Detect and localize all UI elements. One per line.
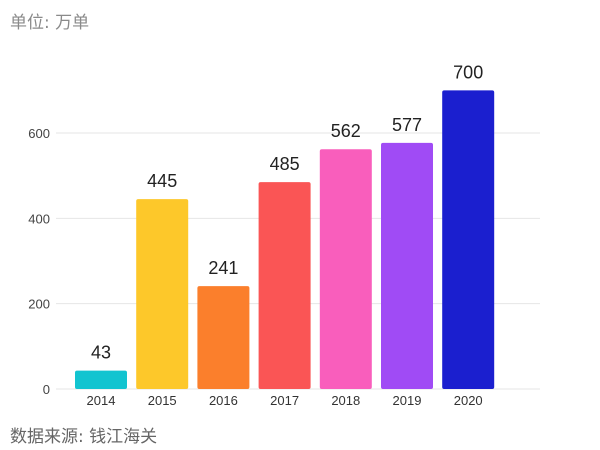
unit-label: 单位: 万单 xyxy=(10,13,90,33)
x-tick-label: 2017 xyxy=(270,393,299,408)
data-label: 43 xyxy=(91,343,111,363)
x-tick-label: 2016 xyxy=(209,393,238,408)
y-tick-label: 200 xyxy=(28,297,50,312)
x-tick-label: 2019 xyxy=(393,393,422,408)
data-source: 数据来源: 钱江海关 xyxy=(10,427,158,447)
bar-2017 xyxy=(258,182,311,389)
bar-2015 xyxy=(136,199,189,389)
data-label: 445 xyxy=(147,171,177,191)
data-label: 241 xyxy=(208,258,238,278)
bar-2019 xyxy=(381,142,433,389)
data-label: 577 xyxy=(392,115,422,135)
data-label: 485 xyxy=(270,154,300,174)
bar-2018 xyxy=(319,149,372,389)
x-tick-label: 2014 xyxy=(87,393,116,408)
data-label: 562 xyxy=(331,121,361,141)
x-tick-label: 2015 xyxy=(148,393,177,408)
y-tick-label: 400 xyxy=(28,211,50,226)
y-tick-label: 600 xyxy=(28,126,50,141)
x-tick-label: 2020 xyxy=(454,393,483,408)
bar-2020 xyxy=(442,90,495,389)
bar-2016 xyxy=(197,286,250,389)
data-label: 700 xyxy=(453,62,483,82)
bar-2014 xyxy=(75,370,127,389)
x-tick-label: 2018 xyxy=(331,393,360,408)
y-tick-label: 0 xyxy=(43,382,50,397)
